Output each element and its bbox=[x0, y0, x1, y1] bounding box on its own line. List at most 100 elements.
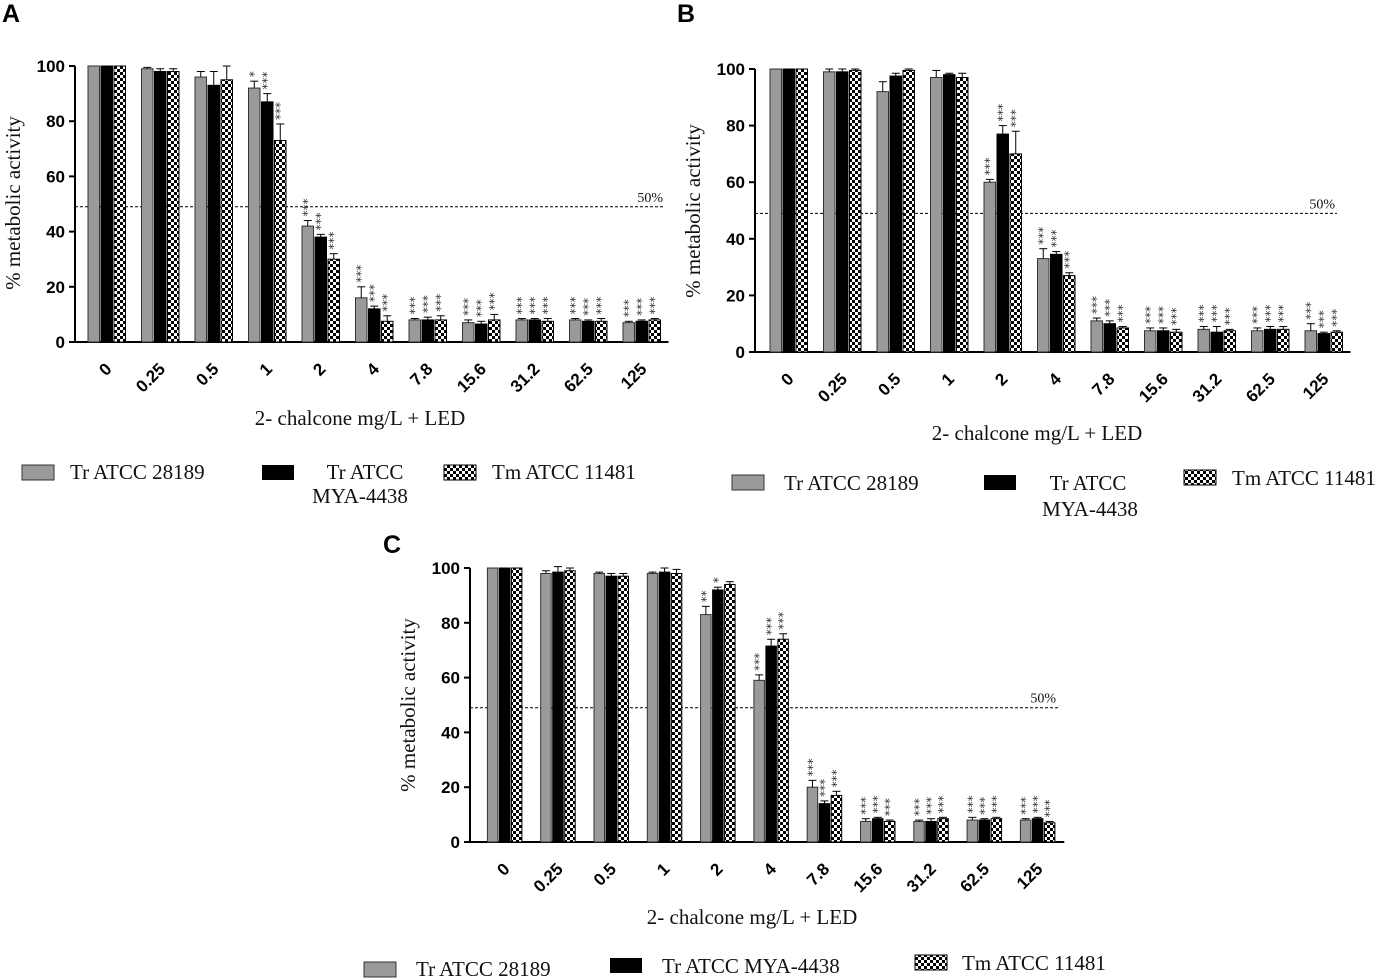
panel-c-x-tick-label: 15.6 bbox=[850, 859, 887, 896]
panel-b-bar-trmya bbox=[836, 71, 849, 353]
panel-a-x-axis-label: 2- chalcone mg/L + LED bbox=[255, 406, 466, 430]
panel-b-significance-marker: *** bbox=[1197, 305, 1211, 323]
panel-b-bar-tr28189 bbox=[1251, 330, 1264, 353]
legend-b-label-trmya-line1: Tr ATCC bbox=[1050, 471, 1127, 495]
panel-b-bar-tr28189 bbox=[823, 71, 836, 353]
panel-b-bar-tm11481 bbox=[849, 69, 862, 353]
panel-c-y-tick-label: 0 bbox=[451, 833, 460, 852]
panel-c-bar-tm11481 bbox=[510, 567, 523, 843]
panel-a-x-tick-label: 62.5 bbox=[560, 359, 597, 396]
panel-a-significance-marker: *** bbox=[421, 295, 435, 313]
panel-c-x-tick-label: 0 bbox=[493, 859, 513, 879]
legend-c-label-trmya: Tr ATCC MYA-4438 bbox=[662, 954, 840, 978]
panel-b-x-tick-label: 0.5 bbox=[874, 369, 904, 399]
panel-c-significance-marker: *** bbox=[764, 617, 778, 635]
legend-b-label-tm11481: Tm ATCC 11481 bbox=[1232, 466, 1376, 490]
legend-a-swatch-tr28189 bbox=[21, 464, 55, 481]
panel-b-significance-marker: *** bbox=[1062, 251, 1076, 269]
panel-a-bar-tm11481 bbox=[274, 140, 287, 343]
panel-a-bar-trmya bbox=[582, 320, 595, 343]
panel-a-y-tick-label: 40 bbox=[46, 223, 65, 242]
panel-a-bar-trmya bbox=[528, 319, 541, 343]
panel-c-significance-marker: *** bbox=[1043, 799, 1057, 817]
panel-a-x-tick-label: 0.25 bbox=[132, 359, 169, 396]
panel-c-bar-tm11481 bbox=[884, 820, 896, 843]
panel-a-x-tick-label: 0 bbox=[95, 359, 115, 379]
panel-a-x-tick-label: 1 bbox=[256, 359, 276, 379]
panel-a-bar-tm11481 bbox=[113, 65, 126, 343]
panel-b-bar-tm11481 bbox=[1063, 275, 1076, 353]
panel-b-bar-trmya bbox=[1317, 333, 1330, 353]
panel-c-letter: C bbox=[383, 531, 401, 559]
panel-a-significance-marker: *** bbox=[354, 265, 368, 283]
panel-a-bar-trmya bbox=[635, 320, 648, 343]
panel-a-bar-tr28189 bbox=[462, 322, 475, 343]
panel-a-bar-tm11481 bbox=[434, 319, 447, 343]
panel-a-x-tick-label: 2 bbox=[309, 359, 329, 379]
panel-a-x-tick-label: 0.5 bbox=[192, 359, 222, 389]
panel-b-bar-trmya bbox=[996, 133, 1009, 353]
legend-c-swatch-tr28189 bbox=[363, 961, 397, 978]
legend-b: Tr ATCC 28189 Tr ATCC MYA-4438 Tm ATCC 1… bbox=[731, 466, 1376, 521]
panel-a-significance-marker: *** bbox=[367, 284, 381, 302]
panel-c-y-tick-label: 40 bbox=[441, 723, 460, 742]
panel-c-bar-trmya bbox=[978, 819, 991, 843]
panel-b-bar-tr28189 bbox=[983, 181, 996, 353]
panel-a-significance-marker: *** bbox=[327, 232, 341, 250]
panel-c-significance-marker: *** bbox=[829, 769, 843, 787]
legend-a-swatch-tm11481 bbox=[443, 464, 477, 481]
panel-b-letter: B bbox=[677, 0, 695, 28]
panel-c-significance-marker: *** bbox=[924, 797, 938, 815]
panel-b-significance-marker: *** bbox=[1009, 109, 1023, 127]
panel-b-significance-marker: *** bbox=[1036, 227, 1050, 245]
panel-c-bar-tr28189 bbox=[700, 614, 712, 843]
panel-b-x-tick-label: 0.25 bbox=[814, 369, 851, 406]
panel-c-bar-tr28189 bbox=[540, 572, 552, 843]
panel-c-bar-trmya bbox=[658, 571, 671, 843]
panel-a-letter: A bbox=[2, 0, 20, 28]
panel-b-significance-marker: *** bbox=[1250, 306, 1264, 324]
panel-c-bar-tr28189 bbox=[486, 567, 499, 843]
panel-c: C % metabolic activity 2- chalcone mg/L … bbox=[383, 531, 1065, 929]
panel-b-x-tick-label: 62.5 bbox=[1242, 369, 1279, 406]
panel-c-x-tick-label: 7.8 bbox=[803, 859, 833, 889]
panel-b-bar-tr28189 bbox=[876, 91, 889, 353]
panel-b-bar-tm11481 bbox=[1330, 331, 1343, 353]
panel-c-significance-marker: *** bbox=[859, 797, 873, 815]
legend-c-label-tm11481: Tm ATCC 11481 bbox=[962, 951, 1106, 975]
panel-a-significance-marker: *** bbox=[260, 72, 274, 90]
panel-c-significance-marker: *** bbox=[1031, 795, 1045, 813]
panel-a-bar-tm11481 bbox=[220, 79, 233, 343]
panel-c-bar-tr28189 bbox=[913, 820, 925, 843]
panel-a-x-tick-label: 125 bbox=[617, 359, 650, 392]
panel-c-x-tick-label: 31.2 bbox=[903, 859, 940, 896]
panel-b-bar-tm11481 bbox=[1170, 331, 1183, 353]
panel-a-bar-tm11481 bbox=[595, 320, 608, 343]
panel-a-bar-trmya bbox=[261, 101, 274, 343]
panel-b-significance-marker: *** bbox=[1210, 305, 1224, 323]
panel-b-significance-marker: *** bbox=[983, 157, 997, 175]
panel-c-bar-tm11481 bbox=[564, 570, 576, 843]
panel-a-x-tick-label: 4 bbox=[363, 359, 384, 380]
panel-a-bar-tm11481 bbox=[327, 258, 340, 343]
panel-a-significance-marker: *** bbox=[581, 298, 595, 316]
panel-c-bar-trmya bbox=[498, 567, 511, 843]
panel-c-y-tick-label: 60 bbox=[441, 669, 460, 688]
panel-a-significance-marker: *** bbox=[301, 199, 315, 217]
panel-a-bar-tr28189 bbox=[622, 322, 635, 343]
panel-b-significance-marker: *** bbox=[1276, 305, 1290, 323]
panel-b-bar-trmya bbox=[782, 68, 795, 353]
panel-a-bar-tr28189 bbox=[141, 68, 154, 343]
panel-a-bar-tr28189 bbox=[569, 319, 582, 343]
panel-c-significance-marker: *** bbox=[883, 798, 897, 816]
panel-a-x-tick-label: 15.6 bbox=[453, 359, 490, 396]
panel-a-bar-tm11481 bbox=[648, 319, 661, 343]
legend-c-label-tr28189: Tr ATCC 28189 bbox=[416, 957, 551, 979]
panel-b-bar-tm11481 bbox=[1277, 328, 1290, 353]
panel-a-significance-marker: *** bbox=[594, 297, 608, 315]
panel-c-reference-label: 50% bbox=[1030, 692, 1056, 707]
panel-c-significance-marker: *** bbox=[965, 795, 979, 813]
panel-c-significance-marker: *** bbox=[871, 795, 885, 813]
panel-c-bar-tm11481 bbox=[670, 572, 683, 843]
